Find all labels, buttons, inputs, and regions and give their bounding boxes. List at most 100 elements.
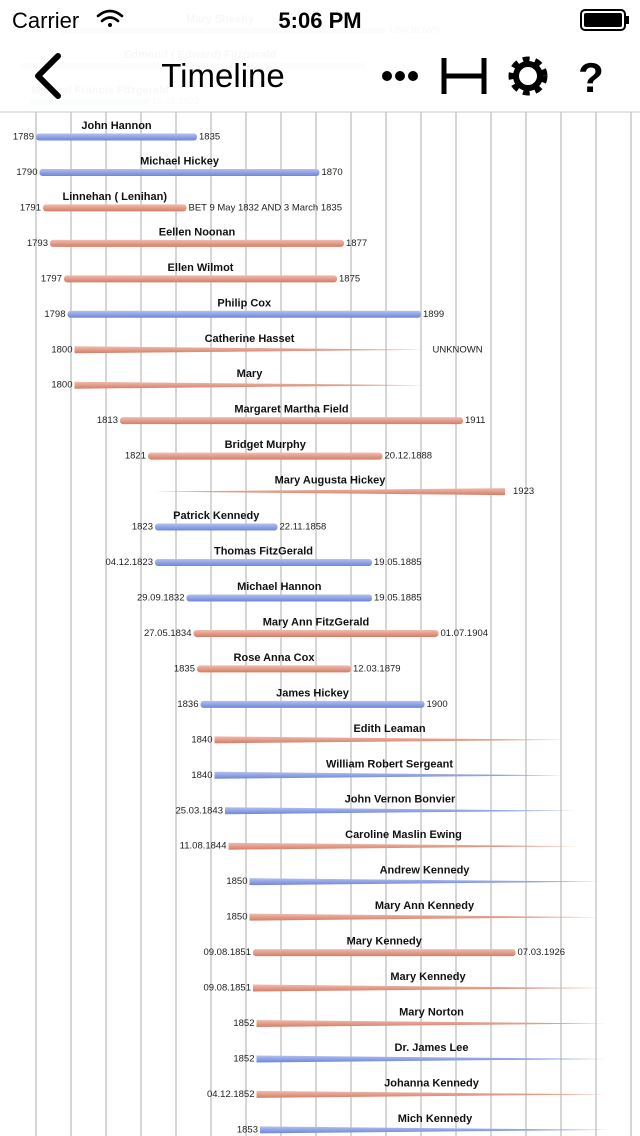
person-name: Caroline Maslin Ewing <box>345 829 462 841</box>
person-name: Mary <box>237 368 264 380</box>
end-label: 07.03.1926 <box>518 947 566 958</box>
person-name: William Robert Sergeant <box>326 758 453 770</box>
end-label: 1877 <box>346 238 367 249</box>
start-label: 1800 <box>51 380 72 391</box>
life-bar <box>120 417 463 425</box>
end-label: UNKNOWN <box>433 344 483 355</box>
life-bar <box>155 559 372 567</box>
wifi-icon <box>96 9 124 27</box>
start-label: 1840 <box>191 734 212 745</box>
settings-button[interactable] <box>508 56 548 96</box>
end-label: 20.12.1888 <box>385 451 433 462</box>
nav-title: Timeline <box>161 57 284 94</box>
life-bar <box>67 310 421 318</box>
start-label: 1790 <box>16 167 37 178</box>
start-label: 29.09.1832 <box>137 592 185 603</box>
start-label: 04.12.1852 <box>207 1089 255 1100</box>
start-label: 11.08.1844 <box>180 841 227 852</box>
end-label: 1870 <box>322 167 343 178</box>
start-label: 1835 <box>174 663 195 674</box>
start-label: 1821 <box>125 451 146 462</box>
person-name: Mary Ann Kennedy <box>375 900 475 912</box>
end-label: 01.07.1904 <box>441 628 489 639</box>
start-label: 09.08.1851 <box>203 947 251 958</box>
person-name: Mary Kennedy <box>347 936 423 948</box>
life-bar-open <box>214 736 565 744</box>
person-name: Johanna Kennedy <box>384 1077 480 1089</box>
battery-icon <box>580 9 629 31</box>
start-label: 1836 <box>177 699 198 710</box>
start-label: 1813 <box>97 415 118 426</box>
zoom-button[interactable] <box>441 58 487 94</box>
person-name: John Hannon <box>81 120 152 132</box>
end-label: 1923 <box>513 486 534 497</box>
start-label: 1853 <box>237 1124 258 1135</box>
end-label: 19.05.1885 <box>374 592 422 603</box>
life-bar-open <box>249 878 600 886</box>
start-label: 1791 <box>20 202 41 213</box>
life-bar <box>50 239 344 247</box>
grid <box>35 112 632 1136</box>
person-name: Philip Cox <box>217 297 272 309</box>
start-label: 1850 <box>226 912 247 923</box>
life-bar-open <box>74 346 425 354</box>
person-name: Dr. James Lee <box>395 1042 469 1054</box>
end-label: 1911 <box>465 415 485 426</box>
start-label: 1840 <box>191 770 212 781</box>
life-bar-open <box>260 1126 610 1134</box>
person-name: Patrick Kennedy <box>173 510 260 522</box>
end-label: 12.03.1879 <box>353 663 401 674</box>
person-name: Bridget Murphy <box>225 439 307 451</box>
end-label: 22.11.1858 <box>280 522 327 533</box>
start-label: 27.05.1834 <box>144 628 192 639</box>
person-name: Margaret Martha Field <box>234 404 348 416</box>
person-name: Mary Kennedy <box>390 971 466 983</box>
timeline-rows: John Hannon 1789 1835 Michael Hickey 1790 187… <box>13 120 610 1135</box>
life-bar <box>186 594 372 602</box>
header: Carrier 5:06 PM Timeline ? <box>0 0 640 113</box>
start-label: 1823 <box>132 522 153 533</box>
life-bar <box>43 204 187 212</box>
person-name: Michael Hannon <box>237 581 322 593</box>
end-label: 1899 <box>423 309 444 320</box>
life-bar <box>253 949 516 957</box>
clock: 5:06 PM <box>278 8 361 33</box>
person-name: Catherine Hasset <box>205 333 295 345</box>
start-label: 1798 <box>44 309 65 320</box>
start-label: 09.08.1851 <box>203 983 251 994</box>
life-bar <box>193 629 439 637</box>
start-label: 1800 <box>51 344 72 355</box>
start-label: 1797 <box>41 273 62 284</box>
person-name: Mary Norton <box>399 1007 464 1019</box>
life-bar-open <box>256 1090 607 1098</box>
life-bar <box>148 452 383 460</box>
person-name: Andrew Kennedy <box>380 865 471 877</box>
start-label: 1852 <box>233 1053 254 1064</box>
life-bar <box>36 133 197 141</box>
life-bar-open <box>214 771 565 779</box>
person-name: Mary Augusta Hickey <box>275 475 387 487</box>
carrier: Carrier <box>12 8 79 33</box>
start-label: 1850 <box>226 876 247 887</box>
life-bar-open <box>228 842 579 850</box>
person-name: Mary Ann FitzGerald <box>263 616 370 628</box>
help-button[interactable]: ? <box>578 54 604 101</box>
life-bar <box>155 523 278 531</box>
person-name: Thomas FitzGerald <box>214 546 313 558</box>
life-bar-open <box>155 488 505 496</box>
start-label: 25.03.1843 <box>175 805 223 816</box>
life-bar-open <box>256 1020 607 1027</box>
person-name: Edith Leaman <box>353 723 425 735</box>
end-label: 1835 <box>199 132 220 143</box>
end-label: BET 9 May 1832 AND 3 March 1835 <box>189 202 343 213</box>
life-bar <box>39 168 320 176</box>
life-bar <box>64 275 337 283</box>
end-label: 1900 <box>427 699 448 710</box>
back-button[interactable] <box>35 53 61 99</box>
start-label: 1789 <box>13 132 34 143</box>
more-button[interactable] <box>382 71 418 81</box>
person-name: Eellen Noonan <box>159 226 236 238</box>
person-name: Linnehan ( Lenihan) <box>63 191 168 203</box>
